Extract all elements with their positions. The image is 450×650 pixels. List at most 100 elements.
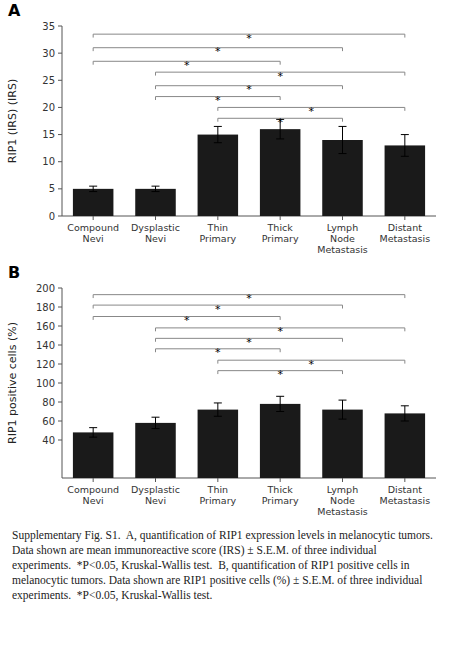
significance-label: * [246, 292, 252, 305]
y-tick-label: 0 [49, 211, 55, 222]
y-tick [58, 345, 62, 346]
y-tick [58, 307, 62, 308]
x-tick [342, 216, 343, 220]
x-tick-label-line: Dysplastic [131, 222, 180, 233]
x-tick [217, 216, 218, 220]
error-bar [401, 135, 409, 157]
x-tick-label-line: Lymph [327, 484, 358, 495]
y-tick-label: 5 [49, 183, 55, 194]
panel: A05101520253035RIP1 (IRS) (IRS)CompoundN… [6, 1, 436, 255]
x-tick [155, 216, 156, 220]
significance-label: * [277, 325, 283, 338]
x-tick [93, 478, 94, 482]
y-tick-label: 10 [42, 156, 55, 167]
y-tick [58, 402, 62, 403]
x-tick-label: DysplasticNevi [131, 222, 180, 244]
x-tick [404, 478, 405, 482]
x-tick [217, 478, 218, 482]
x-tick-label-line: Metastasis [380, 495, 431, 506]
x-tick [404, 216, 405, 220]
y-tick-label: 15 [42, 129, 55, 140]
x-tick-label-line: Node [330, 495, 355, 506]
x-tick-label-line: Compound [67, 222, 119, 233]
caption: Supplementary Fig. S1. A, quantification… [12, 528, 438, 603]
error-bar [214, 403, 222, 416]
x-tick-label-line: Thick [267, 484, 294, 495]
y-axis-label: RIP1 positive cells (%) [6, 322, 19, 444]
y-tick-label: 20 [42, 102, 55, 113]
significance-label: * [246, 32, 252, 45]
error-bar [339, 400, 347, 419]
x-tick-label: DysplasticNevi [131, 484, 180, 506]
error-bar [89, 428, 97, 438]
x-tick-label: DistantMetastasis [380, 222, 431, 244]
significance-label: * [277, 368, 283, 381]
marks [73, 34, 425, 216]
x-axis-line [62, 478, 436, 479]
y-tick [58, 421, 62, 422]
x-tick-label-line: Primary [262, 233, 299, 244]
x-axis-line [62, 216, 436, 217]
x-tick-label-line: Compound [67, 484, 119, 495]
y-tick [58, 326, 62, 327]
significance-label: * [215, 303, 221, 316]
y-tick [58, 80, 62, 81]
panel-title: B [8, 263, 20, 282]
y-tick-label: 120 [36, 359, 55, 370]
error-bar [152, 186, 160, 191]
bar [135, 423, 176, 478]
y-tick [58, 364, 62, 365]
x-tick [342, 478, 343, 482]
y-tick [58, 383, 62, 384]
significance-label: * [184, 314, 190, 327]
x-tick-label-line: Metastasis [317, 244, 368, 255]
y-tick [58, 188, 62, 189]
y-tick-label: 30 [42, 48, 55, 59]
x-tick-label-line: Distant [388, 484, 422, 495]
y-axis-line [62, 26, 63, 216]
x-tick-label-line: Thin [207, 222, 228, 233]
panel-title: A [8, 1, 21, 20]
significance-label: * [215, 45, 221, 58]
significance-label: * [246, 83, 252, 96]
x-tick-label-line: Metastasis [317, 506, 368, 517]
x-tick-label-line: Primary [262, 495, 299, 506]
x-tick-label-line: Primary [199, 495, 236, 506]
x-tick-label-line: Dysplastic [131, 484, 180, 495]
bar [73, 189, 114, 216]
y-tick [58, 440, 62, 441]
x-tick [93, 216, 94, 220]
y-tick-label: 140 [36, 340, 55, 351]
bar [73, 432, 114, 478]
significance-label: * [184, 59, 190, 72]
y-tick [58, 26, 62, 27]
error-bar [339, 126, 347, 153]
chart-svg: A05101520253035RIP1 (IRS) (IRS)CompoundN… [0, 0, 450, 526]
x-tick-label: ThickPrimary [262, 484, 299, 506]
error-bar [89, 186, 97, 191]
y-tick-label: 160 [36, 321, 55, 332]
y-tick [58, 161, 62, 162]
y-tick [58, 216, 62, 217]
significance-label: * [246, 336, 252, 349]
bar [260, 404, 301, 478]
x-tick-label-line: Primary [199, 233, 236, 244]
y-tick-label: 200 [36, 283, 55, 294]
x-tick-label-line: Thick [267, 222, 294, 233]
significance-label: * [277, 116, 283, 129]
x-tick-label: LymphNodeMetastasis [317, 484, 368, 517]
x-tick-label-line: Nevi [145, 495, 166, 506]
error-bar [401, 406, 409, 421]
bar [198, 135, 239, 216]
significance-label: * [215, 346, 221, 359]
x-tick [155, 478, 156, 482]
x-tick-label-line: Lymph [327, 222, 358, 233]
significance-label: * [215, 94, 221, 107]
significance-label: * [309, 358, 315, 371]
x-tick-label: DistantMetastasis [380, 484, 431, 506]
significance-label: * [277, 70, 283, 83]
x-tick-label-line: Thin [207, 484, 228, 495]
bar [135, 189, 176, 216]
x-tick [280, 216, 281, 220]
y-tick-label: 180 [36, 302, 55, 313]
